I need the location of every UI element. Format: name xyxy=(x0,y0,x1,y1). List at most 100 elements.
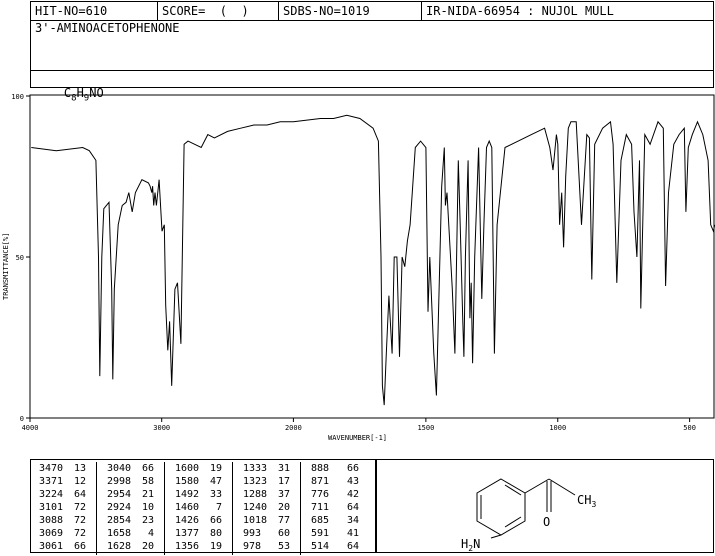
peak-row: 2998 58 xyxy=(99,475,164,488)
peak-transmittance: 66 xyxy=(73,541,86,552)
peak-row: 1323 17 xyxy=(235,475,300,488)
peak-transmittance: 42 xyxy=(346,489,359,500)
peak-transmittance: 64 xyxy=(346,541,359,552)
peak-transmittance: 12 xyxy=(73,476,86,487)
peak-wavenumber: 3224 xyxy=(39,489,64,500)
peak-wavenumber: 3040 xyxy=(107,463,132,474)
peak-transmittance: 58 xyxy=(141,476,154,487)
peak-wavenumber: 978 xyxy=(243,541,262,552)
peak-row: 1356 19 xyxy=(167,540,232,553)
peak-row: 3470 13 xyxy=(31,462,96,475)
peak-transmittance: 37 xyxy=(277,489,290,500)
peak-transmittance: 4 xyxy=(147,528,154,539)
peak-row: 3040 66 xyxy=(99,462,164,475)
x-tick-label: 500 xyxy=(683,424,696,432)
peak-transmittance: 66 xyxy=(346,463,359,474)
peak-row: 978 53 xyxy=(235,540,300,553)
peak-row: 1426 66 xyxy=(167,514,232,527)
peak-transmittance: 34 xyxy=(346,515,359,526)
y-tick-label: 100 xyxy=(11,93,24,101)
peak-transmittance: 66 xyxy=(209,515,222,526)
peak-row: 3069 72 xyxy=(31,527,96,540)
peak-row: 1333 31 xyxy=(235,462,300,475)
peak-wavenumber: 993 xyxy=(243,528,262,539)
peak-wavenumber: 3470 xyxy=(39,463,64,474)
peak-transmittance: 80 xyxy=(209,528,222,539)
formula-rest: NO xyxy=(89,86,104,100)
peak-table-column: 3470 13 3371 12 3224 64 3101 72 3088 72 3069 72 3061… xyxy=(31,462,97,555)
peak-row: 591 41 xyxy=(303,527,369,540)
peak-row: 1492 33 xyxy=(167,488,232,501)
peak-wavenumber: 1356 xyxy=(175,541,200,552)
sdbs-no: SDBS-NO=1019 xyxy=(283,4,370,18)
peak-wavenumber: 1580 xyxy=(175,476,200,487)
peak-transmittance: 19 xyxy=(209,541,222,552)
header-separator xyxy=(278,2,279,20)
peak-wavenumber: 514 xyxy=(311,541,330,552)
peak-wavenumber: 685 xyxy=(311,515,330,526)
peak-row: 1580 47 xyxy=(167,475,232,488)
x-tick-label: 2000 xyxy=(285,424,302,432)
molecular-formula: C8H9NO xyxy=(35,72,104,117)
peak-transmittance: 64 xyxy=(346,502,359,513)
peak-transmittance: 23 xyxy=(141,515,154,526)
peak-row: 3088 72 xyxy=(31,514,96,527)
peak-wavenumber: 776 xyxy=(311,489,330,500)
peak-transmittance: 53 xyxy=(277,541,290,552)
x-tick-label: 1500 xyxy=(417,424,434,432)
y-axis-ticks: 0 50 100 xyxy=(11,93,30,423)
peak-row: 1600 19 xyxy=(167,462,232,475)
peak-transmittance: 33 xyxy=(209,489,222,500)
hit-no: HIT-NO=610 xyxy=(35,4,108,18)
peak-wavenumber: 1600 xyxy=(175,463,200,474)
peak-row: 1460 7 xyxy=(167,501,232,514)
peak-transmittance: 7 xyxy=(215,502,222,513)
peak-row: 888 66 xyxy=(303,462,369,475)
carbonyl-oxygen: O xyxy=(543,515,550,529)
peak-transmittance: 66 xyxy=(141,463,154,474)
x-axis-ticks: 4000 3000 2000 1500 1000 500 xyxy=(22,418,696,432)
peak-transmittance: 60 xyxy=(277,528,290,539)
peak-wavenumber: 1377 xyxy=(175,528,200,539)
peak-transmittance: 21 xyxy=(141,489,154,500)
peak-wavenumber: 3088 xyxy=(39,515,64,526)
x-tick-label: 4000 xyxy=(22,424,39,432)
peak-wavenumber: 1658 xyxy=(107,528,132,539)
peak-wavenumber: 3061 xyxy=(39,541,64,552)
peak-table-column: 1600 19 1580 47 1492 33 1460 7 1426 66 1377 80 1356 1… xyxy=(167,462,233,555)
peak-wavenumber: 1018 xyxy=(243,515,268,526)
peak-row: 2954 21 xyxy=(99,488,164,501)
peak-transmittance: 20 xyxy=(277,502,290,513)
peak-row: 1288 37 xyxy=(235,488,300,501)
peak-wavenumber: 711 xyxy=(311,502,330,513)
peak-row: 776 42 xyxy=(303,488,369,501)
peak-wavenumber: 1460 xyxy=(175,502,200,513)
header-divider xyxy=(31,70,713,71)
header-divider xyxy=(31,20,713,21)
formula-h-count: 9 xyxy=(83,93,90,104)
peak-row: 1018 77 xyxy=(235,514,300,527)
benzene-ring xyxy=(476,478,526,536)
peak-transmittance: 72 xyxy=(73,515,86,526)
structure-box: O CH3 H2N xyxy=(376,459,714,553)
peak-wavenumber: 3371 xyxy=(39,476,64,487)
peak-wavenumber: 2998 xyxy=(107,476,132,487)
peak-wavenumber: 3101 xyxy=(39,502,64,513)
peak-row: 3371 12 xyxy=(31,475,96,488)
peak-transmittance: 77 xyxy=(277,515,290,526)
peak-row: 514 64 xyxy=(303,540,369,553)
x-axis-label: WAVENUMBER[-1] xyxy=(328,434,387,442)
peak-wavenumber: 591 xyxy=(311,528,330,539)
methyl-group: CH3 xyxy=(577,493,596,509)
peak-table: 3470 13 3371 12 3224 64 3101 72 3088 72 3069 72 3061… xyxy=(30,459,376,555)
peak-wavenumber: 1323 xyxy=(243,476,268,487)
peak-row: 685 34 xyxy=(303,514,369,527)
structure-diagram: O CH3 H2N xyxy=(461,478,596,553)
header-box: HIT-NO=610 SCORE= ( ) SDBS-NO=1019 IR-NI… xyxy=(30,1,714,103)
acetyl-group xyxy=(490,478,576,539)
peak-transmittance: 43 xyxy=(346,476,359,487)
peak-wavenumber: 3069 xyxy=(39,528,64,539)
formula-c: C xyxy=(63,86,72,100)
peak-row: 2924 10 xyxy=(99,501,164,514)
peak-wavenumber: 1426 xyxy=(175,515,200,526)
